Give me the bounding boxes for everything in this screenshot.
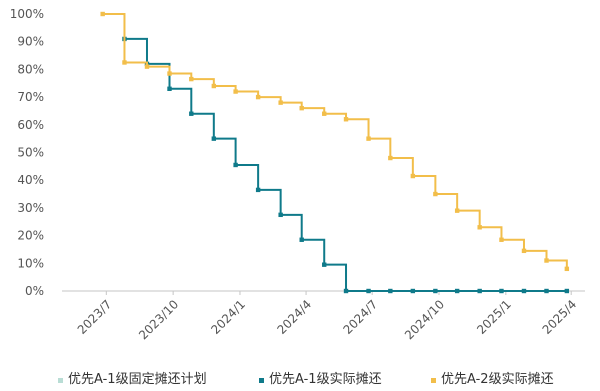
y-axis-labels: 0% 10% 20% 30% 40% 50% 60% 70% 80% 90% 100% bbox=[10, 7, 44, 298]
legend-marker bbox=[431, 378, 436, 383]
data-point bbox=[410, 288, 416, 294]
data-point bbox=[167, 71, 172, 76]
data-point bbox=[211, 83, 217, 89]
x-tick-label: 2024/1 bbox=[208, 297, 248, 337]
data-point bbox=[167, 86, 172, 91]
data-point bbox=[454, 288, 460, 294]
data-point bbox=[544, 258, 549, 263]
data-point bbox=[388, 155, 393, 161]
legend-label: 优先A-1级固定摊还计划 bbox=[68, 372, 207, 387]
data-point bbox=[499, 237, 504, 242]
data-point bbox=[343, 288, 349, 294]
data-point bbox=[211, 136, 217, 141]
legend-marker bbox=[58, 378, 63, 383]
data-point bbox=[255, 94, 261, 100]
data-point bbox=[499, 288, 504, 294]
x-tick-label: 2025/4 bbox=[540, 297, 580, 337]
data-point bbox=[388, 288, 393, 294]
data-point bbox=[322, 111, 327, 116]
legend-label: 优先A-1级实际摊还 bbox=[269, 372, 382, 387]
data-point bbox=[189, 111, 194, 116]
data-point bbox=[299, 237, 304, 242]
data-point bbox=[189, 76, 194, 82]
y-tick-label: 80% bbox=[17, 62, 44, 76]
y-tick-label: 60% bbox=[17, 118, 44, 132]
data-point bbox=[521, 288, 527, 294]
data-point bbox=[544, 288, 549, 294]
data-point bbox=[233, 162, 238, 168]
data-point bbox=[564, 266, 570, 272]
y-tick-label: 40% bbox=[17, 173, 44, 187]
data-point bbox=[410, 173, 416, 179]
y-tick-label: 90% bbox=[17, 35, 44, 49]
data-point bbox=[322, 262, 327, 267]
series-line bbox=[102, 13, 568, 269]
data-point bbox=[366, 288, 371, 294]
data-point bbox=[122, 60, 127, 65]
y-tick-label: 20% bbox=[17, 229, 44, 243]
x-tick-label: 2023/7 bbox=[75, 297, 115, 337]
x-axis: 2023/7 2023/10 2024/1 2024/4 2024/7 2024/10 20… bbox=[62, 290, 585, 342]
data-point bbox=[233, 89, 238, 94]
y-tick-label: 70% bbox=[17, 90, 44, 104]
x-tick-label: 2024/4 bbox=[274, 297, 314, 337]
x-tick-label: 2025/1 bbox=[474, 297, 514, 337]
legend-marker bbox=[259, 378, 264, 383]
data-point bbox=[366, 136, 371, 141]
data-point bbox=[278, 100, 283, 105]
y-tick-label: 30% bbox=[17, 201, 44, 215]
x-tick-label: 2024/10 bbox=[402, 297, 447, 342]
y-tick-label: 0% bbox=[25, 284, 44, 298]
data-point bbox=[343, 117, 349, 122]
data-point bbox=[564, 288, 570, 294]
legend: 优先A-1级固定摊还计划 优先A-1级实际摊还 优先A-2级实际摊还 bbox=[58, 372, 554, 387]
legend-label: 优先A-2级实际摊还 bbox=[441, 372, 554, 387]
data-point bbox=[255, 187, 261, 193]
data-point bbox=[477, 288, 482, 294]
series-2 bbox=[122, 36, 570, 294]
data-point bbox=[100, 11, 105, 17]
series-layer bbox=[100, 11, 570, 294]
data-point bbox=[477, 225, 482, 230]
data-point bbox=[278, 212, 283, 218]
data-point bbox=[433, 288, 438, 294]
x-tick-label: 2023/10 bbox=[136, 297, 181, 342]
y-tick-label: 50% bbox=[17, 146, 44, 160]
series-3 bbox=[100, 11, 570, 272]
data-point bbox=[299, 105, 304, 111]
data-point bbox=[454, 208, 460, 213]
data-point bbox=[144, 64, 150, 69]
data-point bbox=[433, 191, 438, 197]
y-tick-label: 100% bbox=[10, 7, 44, 21]
y-tick-label: 10% bbox=[17, 256, 44, 270]
data-point bbox=[521, 248, 527, 254]
x-tick-label: 2024/7 bbox=[341, 297, 381, 337]
